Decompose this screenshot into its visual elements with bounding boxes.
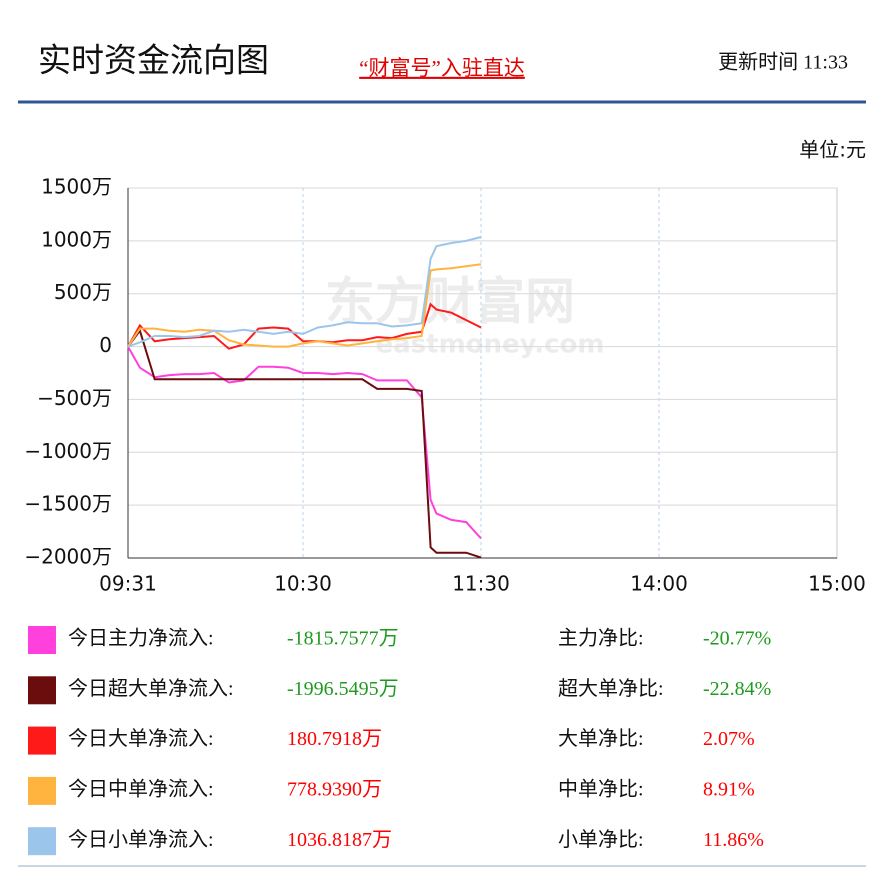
legend-label: 今日大单净流入:	[68, 727, 214, 750]
ratio-label: 中单净比:	[558, 777, 644, 800]
series-line	[127, 302, 482, 350]
ratio-value: 8.91%	[703, 778, 755, 800]
legend-swatch	[28, 676, 56, 705]
x-tick-label: 11:30	[452, 572, 510, 596]
y-tick-label: 0	[99, 333, 112, 357]
legend-swatch	[28, 726, 56, 755]
watermark: eastmoney.com	[376, 330, 605, 360]
unit-label: 单位:元	[799, 138, 866, 162]
plot-frame	[127, 187, 838, 559]
ratio-label: 超大单净比:	[558, 677, 664, 700]
legend-label: 今日超大单净流入:	[68, 677, 234, 700]
ratio-value: -20.77%	[703, 628, 771, 650]
y-tick-label: −2000万	[24, 545, 112, 569]
series-line	[127, 236, 482, 348]
watermark: 东方财富网	[325, 273, 575, 331]
legend-swatch	[28, 776, 56, 805]
ratio-value: -22.84%	[703, 678, 771, 700]
flow-value: 180.7918万	[287, 728, 382, 750]
ratio-label: 主力净比:	[558, 627, 644, 650]
update-time: 更新时间 11:33	[718, 51, 848, 74]
page-title: 实时资金流向图	[38, 41, 269, 80]
y-tick-label: 1500万	[41, 175, 112, 199]
series-line	[127, 346, 482, 540]
series-line	[127, 263, 482, 348]
flow-value: 778.9390万	[287, 778, 382, 800]
y-tick-label: −500万	[37, 386, 112, 410]
ratio-value: 2.07%	[703, 728, 755, 750]
flow-value: -1996.5495万	[287, 678, 399, 700]
flow-value: -1815.7577万	[287, 628, 399, 650]
legend-swatch	[28, 626, 56, 654]
promo-link[interactable]: “财富号”入驻直达	[359, 56, 525, 80]
y-tick-label: 500万	[54, 280, 112, 304]
legend-label: 今日小单净流入:	[68, 828, 214, 851]
x-tick-label: 14:00	[630, 572, 688, 596]
x-tick-label: 15:00	[808, 572, 866, 596]
x-tick-label: 09:31	[99, 572, 157, 596]
legend-swatch	[28, 827, 56, 856]
x-tick-label: 10:30	[274, 572, 332, 596]
legend-label: 今日主力净流入:	[68, 627, 214, 650]
y-tick-label: −1500万	[24, 492, 112, 516]
y-tick-label: −1000万	[24, 439, 112, 463]
flow-value: 1036.8187万	[287, 829, 392, 851]
legend-label: 今日中单净流入:	[68, 777, 214, 800]
series-line	[127, 328, 482, 559]
ratio-label: 小单净比:	[558, 828, 644, 851]
ratio-label: 大单净比:	[558, 727, 644, 750]
y-tick-label: 1000万	[41, 227, 112, 251]
ratio-value: 11.86%	[703, 829, 764, 851]
